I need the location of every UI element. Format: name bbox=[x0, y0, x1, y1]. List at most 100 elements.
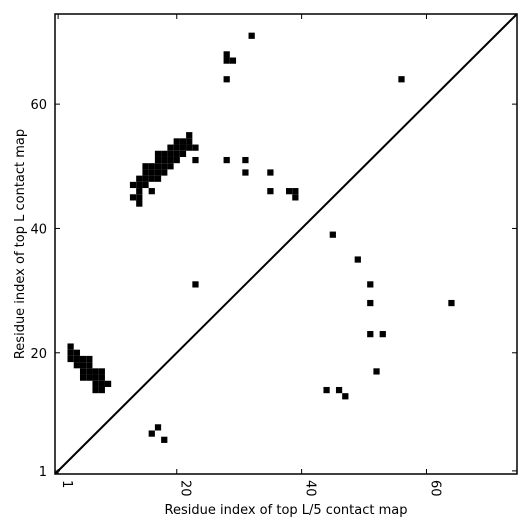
contact-cell bbox=[73, 349, 80, 356]
y-tick-label: 20 bbox=[30, 347, 47, 362]
contact-cell bbox=[148, 163, 155, 170]
contact-cell bbox=[173, 156, 180, 164]
contact-cell bbox=[86, 362, 93, 369]
contact-cell bbox=[173, 144, 180, 151]
contact-cell bbox=[223, 51, 230, 58]
contact-cell bbox=[229, 57, 237, 64]
contact-cell bbox=[136, 200, 143, 207]
x-axis-label: Residue index of top L/5 contact map bbox=[165, 503, 408, 518]
contact-cell bbox=[98, 368, 105, 375]
contact-cell bbox=[192, 156, 199, 164]
contact-cell bbox=[154, 424, 162, 431]
contact-cell bbox=[335, 386, 343, 394]
x-tick-label: 40 bbox=[303, 480, 318, 497]
contact-cell bbox=[142, 169, 149, 176]
contact-cell bbox=[154, 163, 162, 170]
contact-cell bbox=[242, 169, 249, 176]
contact-cell bbox=[129, 181, 137, 189]
contact-cell bbox=[173, 138, 180, 145]
contact-cell bbox=[367, 281, 374, 288]
contact-cell bbox=[92, 386, 99, 394]
contact-cell bbox=[186, 132, 193, 139]
contact-cell bbox=[79, 355, 87, 363]
contact-cell bbox=[79, 374, 87, 381]
contact-cell bbox=[86, 355, 93, 363]
contact-cell bbox=[98, 386, 105, 394]
y-axis-label: Residue index of top L contact map bbox=[13, 129, 28, 359]
contact-cell bbox=[86, 368, 93, 375]
y-tick-label: 40 bbox=[30, 222, 47, 237]
contact-cell bbox=[248, 32, 255, 39]
contact-cell bbox=[136, 188, 143, 195]
contact-cell bbox=[142, 175, 149, 182]
contact-cell bbox=[67, 355, 74, 363]
contact-cell bbox=[148, 169, 155, 176]
contact-cell bbox=[167, 150, 174, 157]
contact-cell bbox=[67, 349, 74, 356]
contact-cell bbox=[186, 144, 193, 151]
x-tick-label: 1 bbox=[59, 480, 74, 488]
contact-cell bbox=[242, 156, 249, 164]
contact-cell bbox=[367, 331, 374, 338]
contact-cell bbox=[167, 144, 174, 151]
contact-cell bbox=[223, 57, 230, 64]
contact-cell bbox=[154, 175, 162, 182]
contact-cell bbox=[161, 163, 168, 170]
contact-cell bbox=[373, 368, 380, 375]
contact-cell bbox=[73, 355, 80, 363]
contact-cell bbox=[173, 150, 180, 157]
contact-cell bbox=[142, 181, 149, 189]
diagonal bbox=[54, 13, 518, 475]
contact-cell bbox=[192, 281, 199, 288]
contact-cell bbox=[98, 374, 105, 381]
contact-cell bbox=[161, 156, 168, 164]
contact-cell bbox=[92, 374, 99, 381]
contact-cell bbox=[136, 175, 143, 182]
contact-cell bbox=[323, 386, 330, 394]
contact-cell bbox=[367, 299, 374, 307]
contact-cell bbox=[136, 181, 143, 189]
contact-cell bbox=[448, 299, 455, 307]
contact-cell bbox=[104, 380, 112, 387]
contact-cell bbox=[154, 150, 162, 157]
contact-cell bbox=[148, 430, 155, 437]
contact-cell bbox=[92, 368, 99, 375]
contact-cell bbox=[129, 194, 137, 201]
contact-cell bbox=[148, 188, 155, 195]
contact-cell bbox=[186, 138, 193, 145]
contact-cell bbox=[98, 380, 105, 387]
contact-cell bbox=[154, 156, 162, 164]
contact-cell bbox=[179, 144, 187, 151]
contact-cell bbox=[267, 169, 274, 176]
contact-cell bbox=[161, 169, 168, 176]
contact-cell bbox=[154, 169, 162, 176]
contact-cell bbox=[136, 194, 143, 201]
contact-cell bbox=[342, 393, 349, 400]
contact-cell bbox=[67, 343, 74, 350]
contact-cell bbox=[167, 156, 174, 164]
contact-cell bbox=[142, 163, 149, 170]
contact-cell bbox=[267, 188, 274, 195]
contact-cell bbox=[292, 194, 299, 201]
contact-cell bbox=[286, 188, 293, 195]
x-tick-label: 20 bbox=[178, 480, 193, 497]
contact-cell bbox=[86, 374, 93, 381]
contact-cell bbox=[179, 138, 187, 145]
contact-cell bbox=[354, 256, 361, 263]
contact-cell bbox=[192, 144, 199, 151]
contact-cell bbox=[161, 150, 168, 157]
y-tick-label: 60 bbox=[30, 98, 47, 113]
y-tick-label: 1 bbox=[39, 465, 47, 480]
contact-cell bbox=[148, 175, 155, 182]
contact-cell bbox=[79, 368, 87, 375]
contact-cell bbox=[292, 188, 299, 195]
plot-frame bbox=[54, 13, 518, 475]
x-tick-label: 60 bbox=[427, 480, 442, 497]
contact-cell bbox=[179, 150, 187, 157]
contact-cell bbox=[167, 163, 174, 170]
contact-cell bbox=[379, 331, 386, 338]
contact-cell bbox=[73, 362, 80, 369]
contact-cell bbox=[92, 380, 99, 387]
contact-cell bbox=[398, 76, 405, 83]
